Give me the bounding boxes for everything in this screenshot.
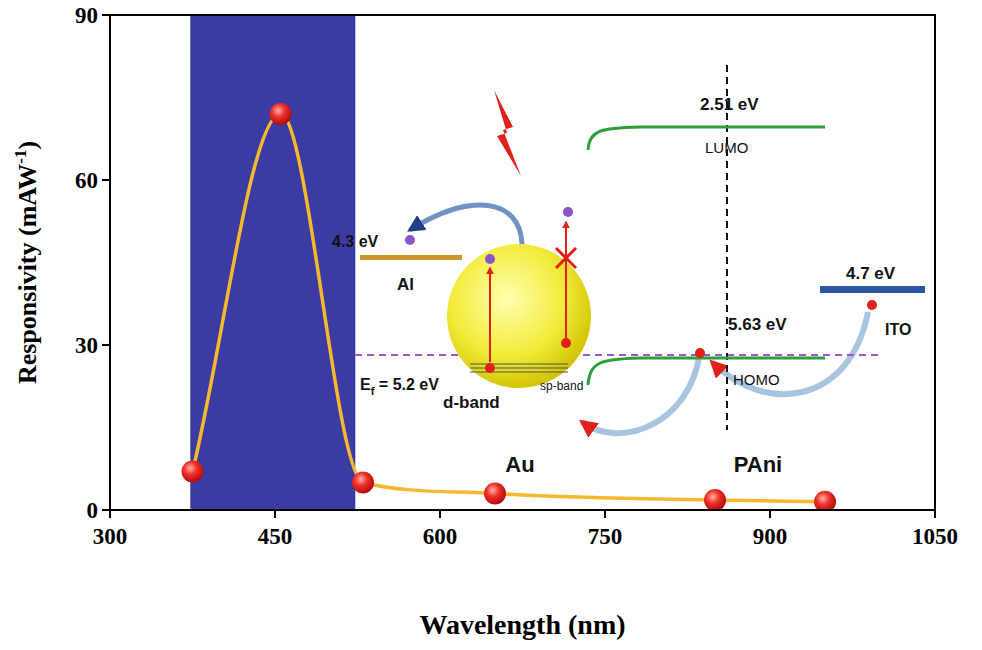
y-tick bbox=[102, 179, 110, 181]
annotation: d-band bbox=[443, 393, 500, 412]
carrier-dot bbox=[561, 338, 571, 348]
energy-diagram: 2.51 eV LUMO 4.3 eV Al 5.63 eV 4.7 eV ITO Ef = … bbox=[332, 65, 925, 477]
data-point bbox=[352, 472, 374, 494]
data-point bbox=[484, 483, 506, 505]
blocked-mark bbox=[556, 248, 576, 268]
annotation: 2.51 eV bbox=[700, 95, 759, 114]
ito-level bbox=[820, 286, 925, 293]
plot-frame bbox=[110, 15, 935, 510]
x-axis-title: Wavelength (nm) bbox=[419, 609, 625, 640]
annotation: PAni bbox=[734, 452, 782, 477]
plot-area bbox=[190, 15, 355, 510]
carrier-dot bbox=[867, 300, 877, 310]
au-nanoparticle bbox=[447, 244, 591, 388]
annotation: sp-band bbox=[540, 379, 583, 393]
y-tick-label: 30 bbox=[75, 333, 98, 358]
excitation-arrow bbox=[565, 222, 567, 338]
x-tick bbox=[934, 510, 936, 518]
y-tick bbox=[102, 344, 110, 346]
carrier-dot bbox=[485, 363, 495, 373]
al-level bbox=[360, 255, 462, 260]
y-axis-title: Responsivity (mAW-1) bbox=[11, 141, 42, 384]
highlight-band bbox=[190, 15, 355, 510]
annotation: LUMO bbox=[705, 139, 748, 156]
x-tick-label: 300 bbox=[93, 524, 128, 549]
annotation: Au bbox=[505, 452, 534, 477]
carrier-dot bbox=[695, 348, 705, 358]
axes: 300 450 600 750 900 1050 0 30 60 90 Wavelength (nm… bbox=[11, 3, 958, 640]
homo-level bbox=[588, 358, 825, 385]
y-axis-title-part: ) bbox=[13, 141, 42, 150]
x-tick bbox=[769, 510, 771, 518]
interface-line bbox=[726, 65, 728, 430]
annotation: ITO bbox=[885, 321, 911, 338]
annotation: 4.3 eV bbox=[332, 233, 379, 250]
annotation: Ef = 5.2 eV bbox=[360, 376, 439, 397]
x-tick-label: 450 bbox=[258, 524, 293, 549]
x-tick-label: 600 bbox=[423, 524, 458, 549]
annotation-part: E bbox=[360, 376, 371, 393]
y-tick-label: 0 bbox=[87, 498, 99, 523]
data-line bbox=[193, 114, 826, 502]
y-tick-label: 90 bbox=[75, 3, 98, 28]
y-axis-title-part: Responsivity (mAW bbox=[13, 164, 42, 384]
d-band-line bbox=[470, 363, 568, 364]
x-tick bbox=[274, 510, 276, 518]
transfer-arrow bbox=[712, 312, 868, 394]
annotation-part: = 5.2 eV bbox=[374, 376, 439, 393]
carrier-dot bbox=[405, 235, 415, 245]
annotation: Al bbox=[397, 275, 414, 294]
carrier-dot bbox=[485, 254, 495, 264]
x-tick bbox=[439, 510, 441, 518]
annotation: 5.63 eV bbox=[728, 315, 787, 334]
series bbox=[182, 103, 837, 510]
x-tick-label: 750 bbox=[588, 524, 623, 549]
x-tick bbox=[604, 510, 606, 518]
x-tick-label: 900 bbox=[753, 524, 788, 549]
y-tick bbox=[102, 509, 110, 511]
chart: 2.51 eV LUMO 4.3 eV Al 5.63 eV 4.7 eV ITO Ef = … bbox=[0, 0, 982, 650]
data-point bbox=[814, 491, 836, 510]
y-tick bbox=[102, 14, 110, 16]
carrier-dot bbox=[563, 207, 573, 217]
x-tick-label: 1050 bbox=[912, 524, 958, 549]
d-band-line bbox=[470, 371, 568, 372]
data-point bbox=[182, 461, 204, 483]
annotation: HOMO bbox=[733, 371, 780, 388]
excitation-arrow bbox=[489, 268, 491, 362]
data-point bbox=[704, 489, 726, 510]
y-axis-title-sup: -1 bbox=[11, 150, 30, 164]
light-bolt bbox=[494, 90, 521, 176]
data-point bbox=[270, 103, 292, 125]
fermi-level bbox=[355, 354, 878, 356]
y-tick-label: 60 bbox=[75, 168, 98, 193]
blocked-mark bbox=[556, 248, 576, 268]
annotation: 4.7 eV bbox=[846, 264, 896, 283]
d-band-line bbox=[470, 367, 568, 368]
electron-arrow bbox=[410, 205, 522, 244]
x-tick bbox=[109, 510, 111, 518]
